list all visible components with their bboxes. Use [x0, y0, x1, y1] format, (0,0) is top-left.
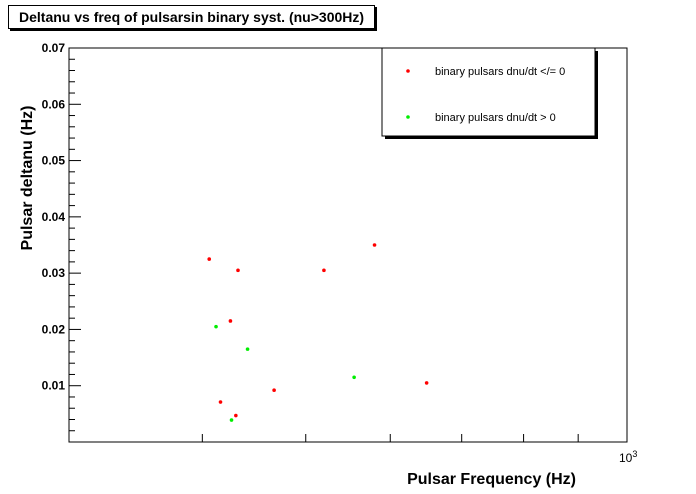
- data-point-series-0: [322, 268, 326, 273]
- y-tick-label: 0.05: [42, 154, 66, 168]
- data-point-series-0: [234, 413, 238, 418]
- y-tick-label: 0.04: [42, 210, 66, 224]
- legend-label-1: binary pulsars dnu/dt > 0: [435, 112, 556, 124]
- chart-title: Deltanu vs freq of pulsarsin binary syst…: [8, 5, 376, 29]
- legend-marker-0: [406, 69, 410, 73]
- y-axis-label: Pulsar deltanu (Hz): [19, 106, 36, 251]
- axes: 0.01 0.02 0.03 0.04 0.05 0.06 0.07 103: [42, 41, 638, 465]
- x-axis-label: Pulsar Frequency (Hz): [407, 471, 576, 488]
- data-point-series-0: [236, 268, 240, 273]
- data-point-series-1: [352, 375, 356, 380]
- data-point-series-1: [229, 418, 234, 422]
- y-tick-label: 0.03: [42, 266, 66, 280]
- data-point-series-1: [245, 347, 250, 351]
- data-point-series-0: [218, 400, 223, 404]
- legend: binary pulsars dnu/dt </= 0 binary pulsar…: [381, 47, 598, 139]
- legend-marker-1: [406, 115, 410, 119]
- y-tick-label: 0.06: [42, 97, 66, 111]
- data-point-series-0: [424, 381, 429, 385]
- y-tick-label: 0.07: [42, 41, 66, 55]
- y-tick-label: 0.01: [42, 379, 66, 393]
- y-tick-label: 0.02: [42, 322, 66, 336]
- data-point-series-0: [228, 319, 233, 323]
- data-point-series-0: [207, 257, 212, 261]
- plot-frame: [68, 47, 628, 443]
- data-point-series-0: [272, 388, 276, 393]
- data-point-series-1: [214, 324, 218, 329]
- x-tick-label: 103: [619, 449, 637, 465]
- legend-label-0: binary pulsars dnu/dt </= 0: [435, 66, 565, 78]
- data-markers: [207, 243, 429, 422]
- y-axis-label-group: Pulsar deltanu (Hz): [19, 106, 36, 251]
- data-point-series-0: [372, 243, 377, 247]
- legend-box: [381, 47, 596, 137]
